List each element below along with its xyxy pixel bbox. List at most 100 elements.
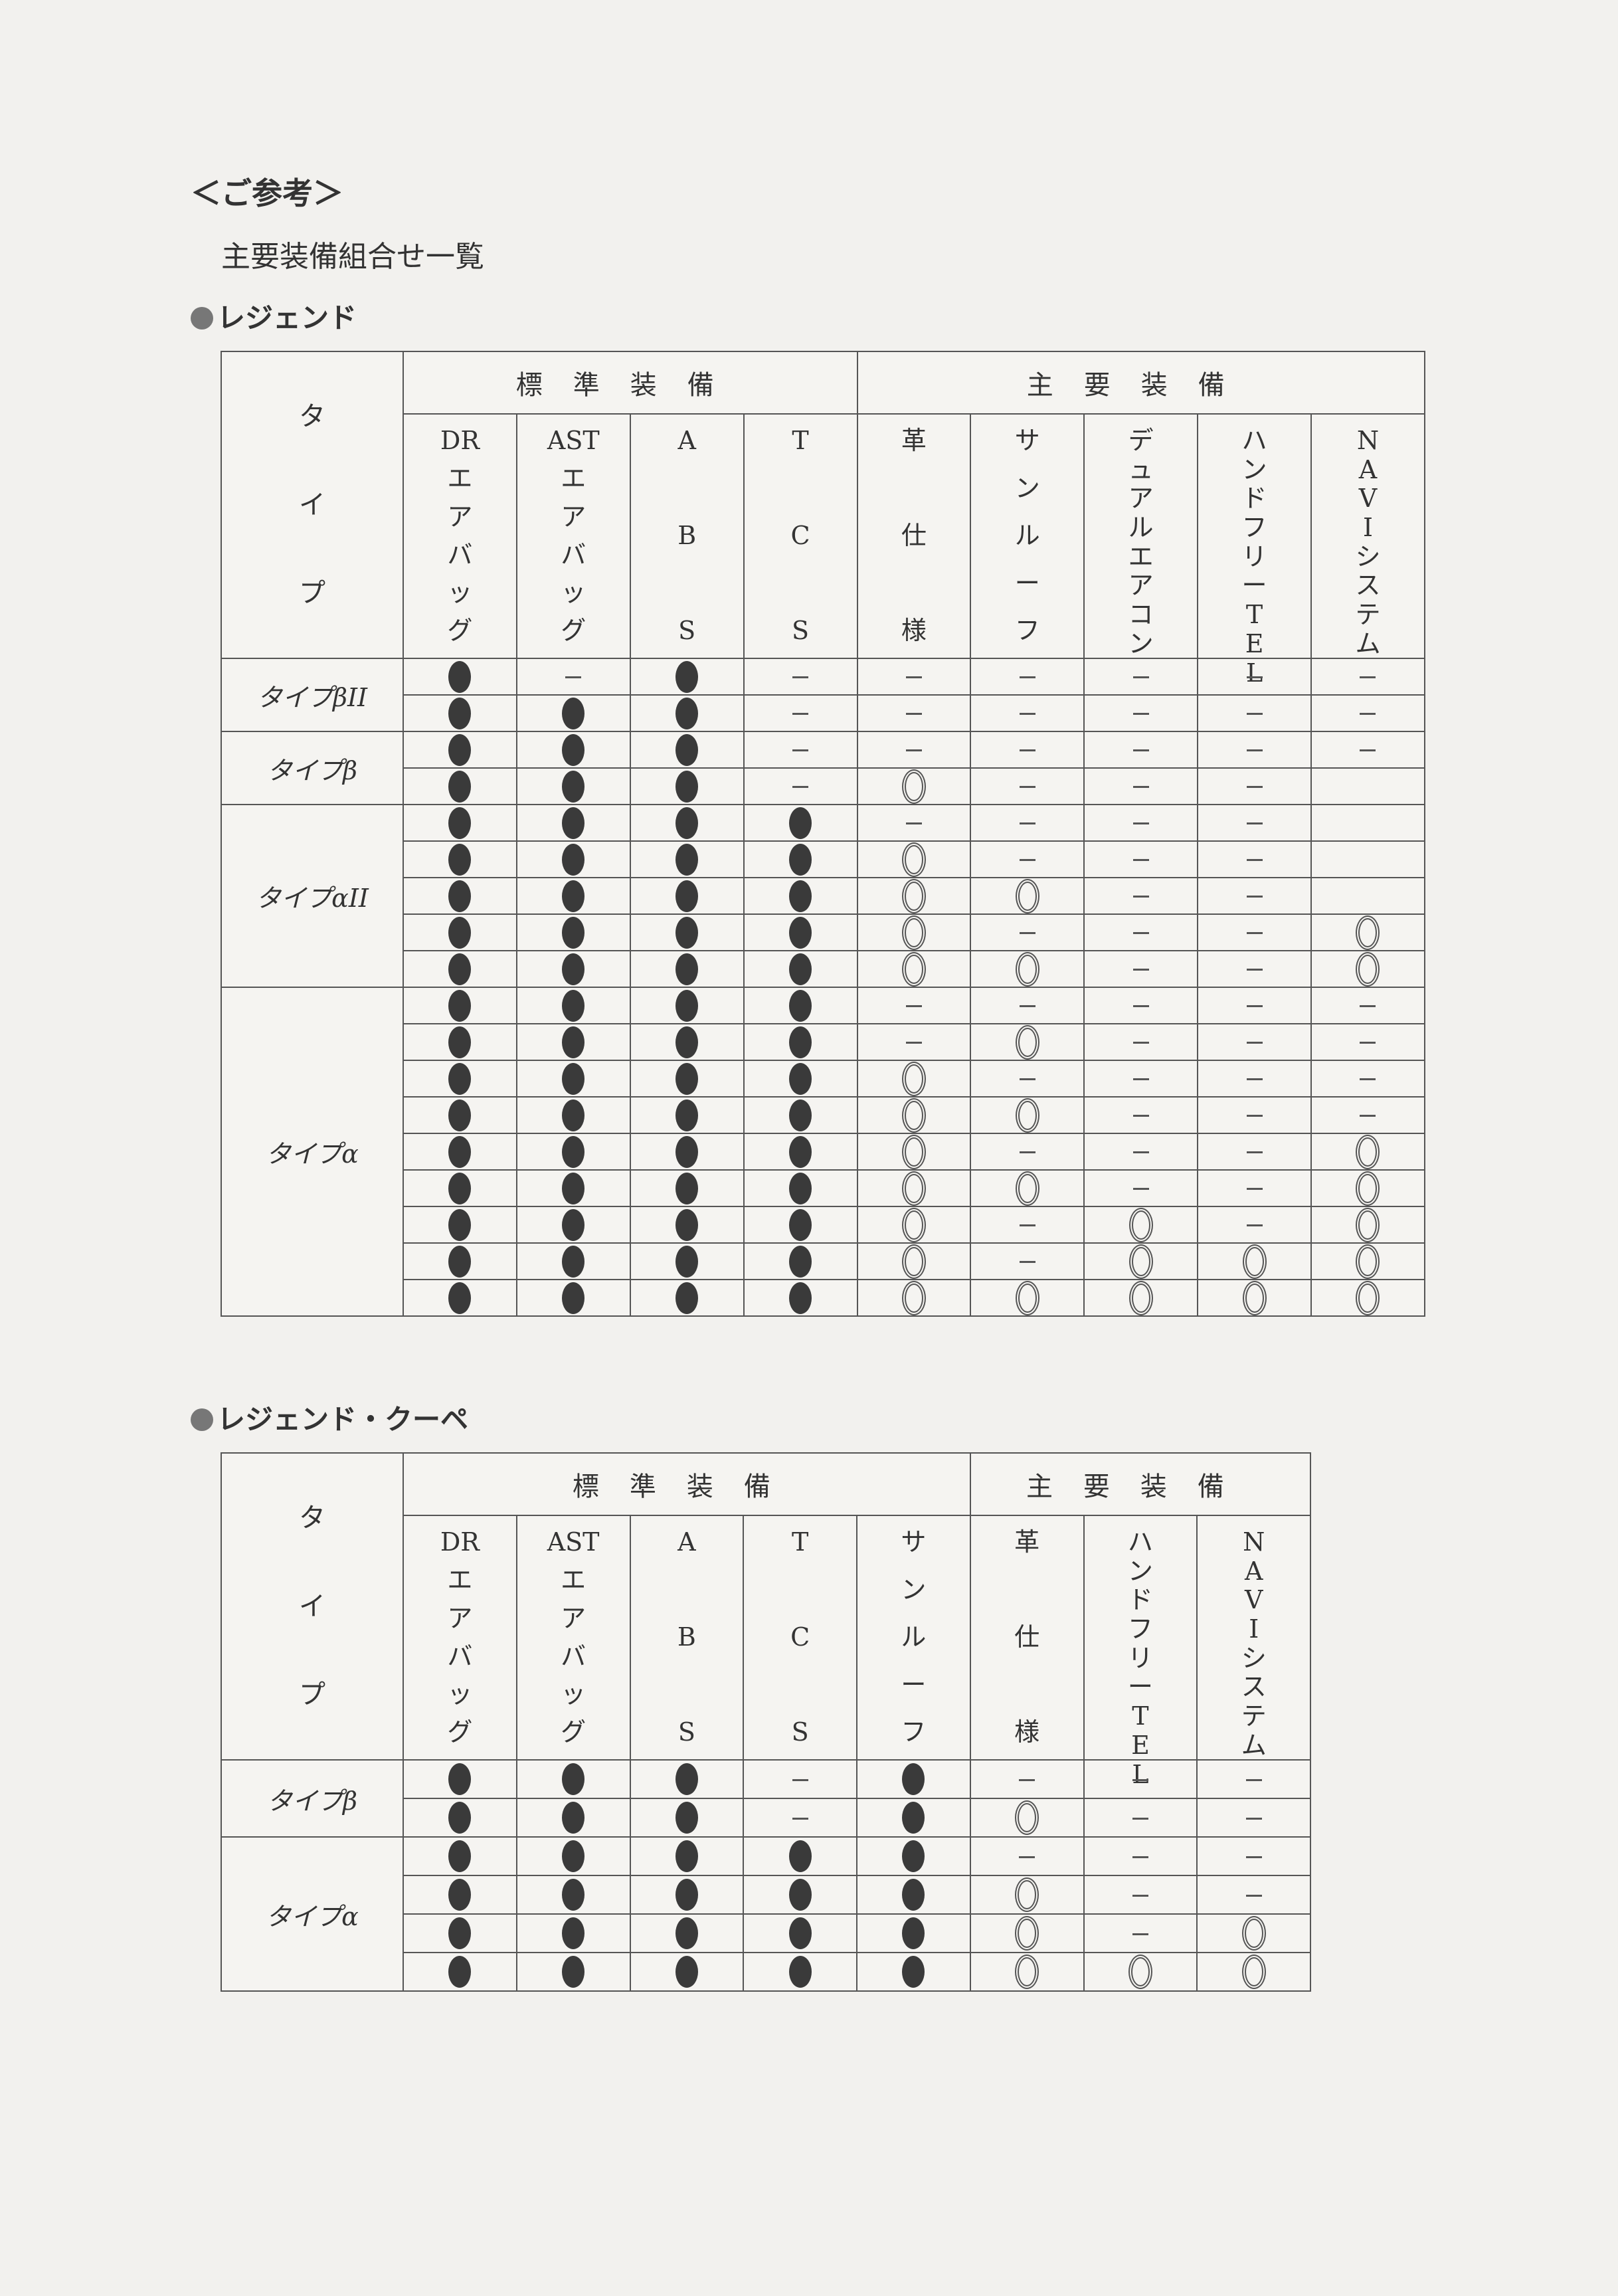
table-cell [1310,950,1425,988]
table-cell [515,987,631,1024]
dash-icon [792,1778,808,1781]
table-cell [629,1133,745,1171]
dash-icon [792,786,809,788]
table-cell [629,1279,745,1317]
table-cell [1083,658,1199,696]
label-char: S [678,616,696,646]
label-char: DR [440,426,480,455]
bullet-icon [191,307,213,330]
standard-dot-icon [902,1840,925,1872]
dash-icon [1132,676,1149,678]
option-double-circle-icon [901,951,926,987]
table-cell [743,1060,858,1098]
label-char: ア [447,502,473,531]
standard-dot-icon [562,1172,585,1204]
table-cell [743,1169,858,1207]
section-title-legend: レジェンド [191,296,357,336]
option-double-circle-icon [1356,1171,1380,1206]
option-double-circle-icon [901,878,926,913]
standard-dot-icon [448,1245,472,1278]
standard-dot-icon [675,660,699,693]
standard-dot-icon [448,1917,472,1949]
table-cell [743,1798,857,1838]
label-char: I [1249,1614,1259,1644]
table-cell [970,1206,1085,1244]
option-double-circle-icon [901,842,926,877]
table-cell [1310,840,1425,878]
table-cell [1197,1242,1312,1280]
standard-dot-icon [562,697,585,729]
table-cell [969,1836,1085,1876]
label-char: シ [1355,541,1381,571]
table-cell [969,1759,1085,1799]
table-cell [743,731,858,769]
standard-dot-icon [448,1763,472,1795]
dash-icon [1132,1005,1149,1007]
standard-dot-icon [448,1026,472,1058]
subtitle: 主要装備組合せ一覧 [221,240,484,274]
table-cell [970,1133,1085,1171]
standard-dot-icon [789,989,812,1022]
table-cell [970,1060,1085,1098]
dash-icon [1360,713,1376,715]
table-cell [515,804,631,842]
label-char: エ [1128,541,1154,571]
label-char: 様 [901,616,927,646]
table-cell [970,731,1085,769]
equipment-table-legend: タイプ標準装備 主要装備 DR エアバッグ AST エアバッグ A B S T C S 革仕様サンルーフ… [221,351,1425,1317]
option-double-circle-icon [1015,1171,1039,1206]
table-cell [1083,840,1199,878]
table-row [221,1169,1425,1207]
dash-icon [1019,749,1035,751]
table-cell [1197,877,1312,915]
table-cell [856,1023,972,1061]
column-header: サンルーフ [970,413,1085,659]
dash-icon [1246,859,1263,861]
standard-dot-icon [562,1208,585,1241]
standard-dot-icon [902,1802,925,1834]
column-header: T C S [743,1515,857,1761]
table-cell [629,950,745,988]
table-cell [856,877,972,915]
dash-icon [792,713,809,715]
vertical-label: A B S [631,426,743,646]
dash-icon [1132,1151,1149,1153]
table-cell [1310,1242,1425,1280]
standard-dot-icon [448,733,472,766]
table-cell [970,1242,1085,1280]
label-char: テ [1241,1701,1267,1731]
standard-dot-icon [675,1840,698,1872]
label-char: 革 [1014,1527,1040,1557]
table-cell [1083,694,1199,732]
dash-icon [1246,822,1263,824]
row-group-label: タイプαII [221,804,404,988]
column-header: DR エアバッグ [403,413,517,659]
table-cell [970,804,1085,842]
option-double-circle-icon [1015,1800,1039,1835]
standard-dot-icon [562,843,585,876]
table-cell [970,1169,1085,1207]
table-cell [969,1913,1085,1953]
dash-icon [1019,1224,1035,1226]
table-cell [743,1096,858,1134]
label-char: T [1245,600,1263,630]
label-char: V [1244,1585,1263,1615]
row-group-label: タイプα [221,987,404,1317]
standard-dot-icon [448,697,472,729]
table-cell [856,913,972,951]
option-double-circle-icon [1015,1280,1039,1315]
table-cell [629,1096,745,1134]
dash-icon [905,676,922,678]
table-cell [403,1242,517,1280]
column-header: A B S [629,1515,745,1761]
standard-dot-icon [675,1917,698,1949]
table-cell [515,1133,631,1171]
table-cell [1083,1836,1198,1876]
standard-dot-icon [448,807,472,839]
table-cell [1310,1206,1425,1244]
vertical-label: 革仕様 [858,426,970,646]
table-row [221,1242,1425,1280]
label-char: バ [561,539,586,569]
column-header-row: DR エアバッグ AST エアバッグ A B S T C S サンルーフ革仕様ハンドフリー T E L N A… [221,1515,1312,1788]
option-double-circle-icon [1241,1955,1266,1989]
